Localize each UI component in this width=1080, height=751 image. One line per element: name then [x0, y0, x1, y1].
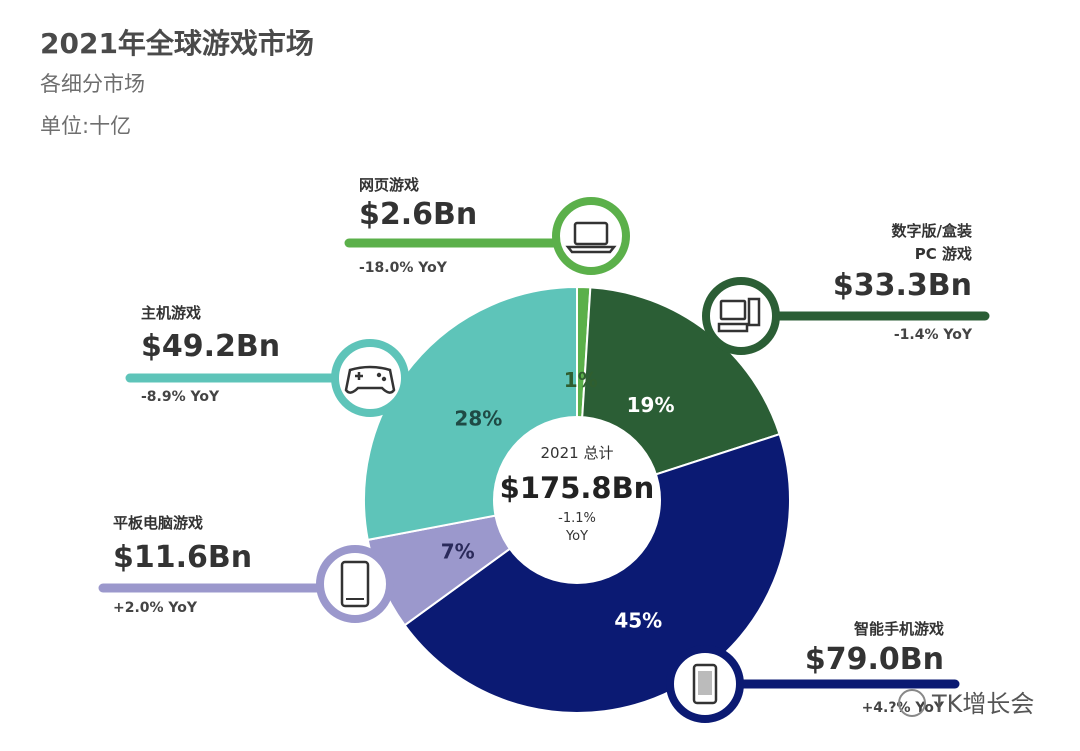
- segment-value: $2.6Bn: [359, 197, 477, 232]
- center-yoy-suffix: YoY: [565, 529, 588, 544]
- segment-value: $33.3Bn: [833, 268, 972, 303]
- segment-name: 数字版/盒装: [892, 222, 973, 240]
- segment-value: $11.6Bn: [113, 540, 252, 575]
- center-circle: [493, 416, 661, 584]
- chart-title: 2021年全球游戏市场: [40, 27, 314, 60]
- segment-name: 主机游戏: [141, 304, 201, 322]
- segment-value: $49.2Bn: [141, 329, 280, 364]
- segment-name: PC 游戏: [915, 245, 972, 263]
- segment-name: 网页游戏: [359, 176, 419, 194]
- watermark: TK增长会: [898, 689, 1034, 718]
- laptop-icon: [552, 197, 630, 275]
- wechat-icon: [898, 689, 926, 717]
- donut-hole: 2021 总计 $175.8Bn -1.1% YoY: [493, 416, 661, 584]
- watermark-text: TK增长会: [931, 690, 1034, 718]
- segment-name: 智能手机游戏: [854, 620, 944, 638]
- smartphone-icon: [666, 645, 744, 723]
- percent-label-1: 19%: [627, 393, 675, 417]
- center-yoy: -1.1%: [558, 511, 596, 526]
- segment-yoy: -8.9% YoY: [141, 389, 220, 405]
- percent-label-0: 1%: [564, 368, 598, 392]
- percent-label-4: 28%: [454, 406, 502, 430]
- chart-subtitle: 各细分市场: [40, 72, 145, 96]
- chart-unit: 单位:十亿: [40, 114, 132, 138]
- segment-icons: [316, 197, 780, 723]
- segment-yoy: +2.0% YoY: [113, 600, 198, 616]
- segment-value: $79.0Bn: [805, 642, 944, 677]
- callout-lines: [98, 238, 990, 689]
- segment-name: 平板电脑游戏: [113, 514, 203, 532]
- segment-yoy: -1.4% YoY: [894, 327, 973, 343]
- percent-label-3: 7%: [441, 540, 475, 564]
- segment-labels: 网页游戏 $2.6Bn -18.0% YoY 数字版/盒装 PC 游戏 $33.3Bn -1…: [113, 176, 973, 716]
- segment-yoy: -18.0% YoY: [359, 260, 448, 276]
- center-total-label: 2021 总计: [541, 444, 614, 462]
- percent-label-2: 45%: [614, 608, 662, 632]
- percent-labels: 1% 19% 45% 7% 28%: [441, 368, 675, 632]
- gamepad-icon: [331, 339, 409, 417]
- tablet-icon: [316, 545, 394, 623]
- desktop-pc-icon: [702, 277, 780, 355]
- center-total-value: $175.8Bn: [500, 471, 655, 505]
